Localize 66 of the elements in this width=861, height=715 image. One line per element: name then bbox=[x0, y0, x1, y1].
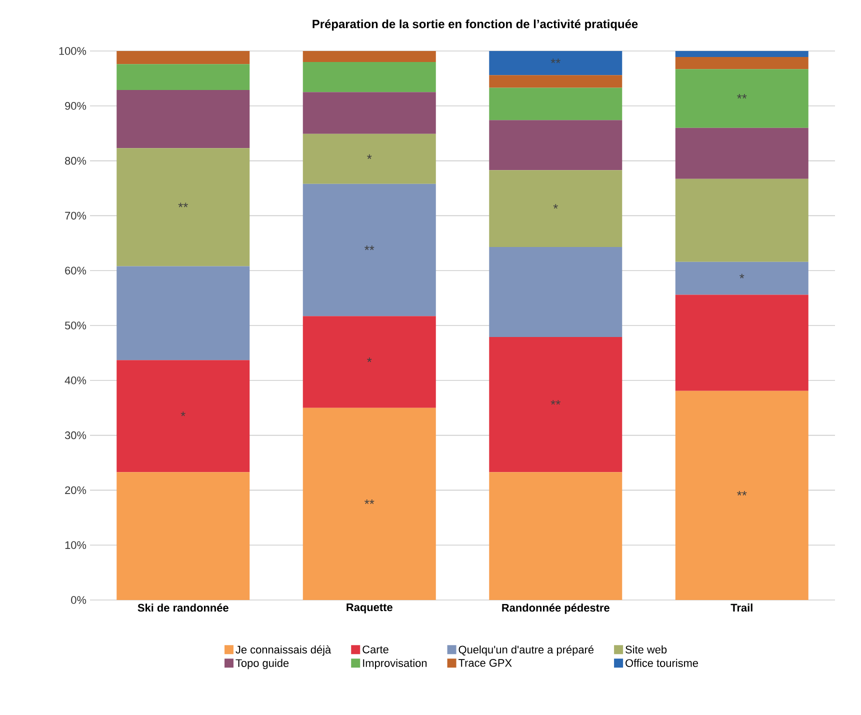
legend-label: Topo guide bbox=[236, 658, 289, 670]
x-tick-label: Trail bbox=[730, 604, 752, 612]
data-label: ** bbox=[550, 400, 560, 405]
legend-label: Carte bbox=[362, 646, 388, 654]
bar bbox=[116, 50, 250, 64]
y-tick-label: 30% bbox=[64, 431, 86, 440]
data-label: * bbox=[367, 154, 372, 159]
bar bbox=[675, 262, 808, 295]
data-label: * bbox=[740, 274, 744, 278]
chart-title: Préparation de la sortie en fonction de l’activité pratiquée bbox=[312, 19, 638, 31]
data-label: * bbox=[553, 204, 558, 209]
bar bbox=[116, 266, 250, 360]
data-label: * bbox=[367, 358, 372, 362]
x-tick-label: Raquette bbox=[346, 604, 392, 614]
bar bbox=[489, 170, 622, 247]
bar bbox=[489, 472, 622, 600]
legend-label: Office tourisme bbox=[626, 658, 698, 667]
bar bbox=[302, 316, 436, 408]
bar bbox=[675, 50, 808, 58]
bar bbox=[302, 92, 436, 134]
x-tick-label: Ski de randonnée bbox=[138, 604, 228, 612]
bar bbox=[489, 337, 622, 472]
y-tick-label: 40% bbox=[64, 376, 86, 384]
bar bbox=[116, 148, 250, 266]
y-tick-label: 80% bbox=[65, 156, 86, 165]
bar bbox=[116, 64, 250, 90]
legend-label: Quelqu'un d'autre a préparé bbox=[458, 645, 594, 656]
bar bbox=[489, 120, 622, 170]
legend-label: Site web bbox=[626, 645, 667, 654]
data-label: ** bbox=[364, 246, 374, 250]
bar bbox=[302, 184, 436, 316]
bar bbox=[675, 69, 808, 128]
bar bbox=[302, 62, 436, 92]
data-label: ** bbox=[737, 94, 747, 99]
data-label: ** bbox=[550, 58, 560, 64]
bar bbox=[489, 75, 622, 88]
bar bbox=[116, 472, 250, 600]
bar bbox=[675, 294, 808, 391]
bar bbox=[489, 88, 622, 120]
data-label: ** bbox=[737, 490, 747, 496]
y-tick-label: 50% bbox=[64, 322, 86, 330]
legend-label: Trace GPX bbox=[458, 659, 512, 667]
y-tick-label: 90% bbox=[65, 102, 86, 110]
y-tick-label: 20% bbox=[65, 486, 86, 494]
data-label: * bbox=[180, 412, 186, 416]
bar bbox=[302, 134, 436, 184]
bar bbox=[302, 408, 436, 600]
y-tick-label: 0% bbox=[71, 596, 86, 604]
bar bbox=[116, 360, 250, 472]
data-label: ** bbox=[178, 202, 188, 208]
bar bbox=[675, 178, 808, 262]
y-tick-label: 100% bbox=[59, 47, 86, 55]
y-tick-label: 70% bbox=[65, 212, 86, 220]
bar bbox=[489, 50, 622, 76]
bar bbox=[675, 128, 808, 179]
y-tick-label: 10% bbox=[65, 541, 86, 549]
bar bbox=[675, 390, 808, 600]
legend-label: Je connaissais déjà bbox=[236, 645, 332, 656]
bar bbox=[675, 57, 808, 70]
y-tick-label: 60% bbox=[65, 266, 86, 274]
x-tick-label: Randonnée pédestre bbox=[502, 604, 610, 614]
bar bbox=[116, 90, 250, 148]
bar bbox=[489, 246, 622, 338]
data-label: ** bbox=[364, 499, 374, 504]
legend-label: Improvisation bbox=[363, 658, 427, 670]
bar bbox=[302, 50, 436, 62]
